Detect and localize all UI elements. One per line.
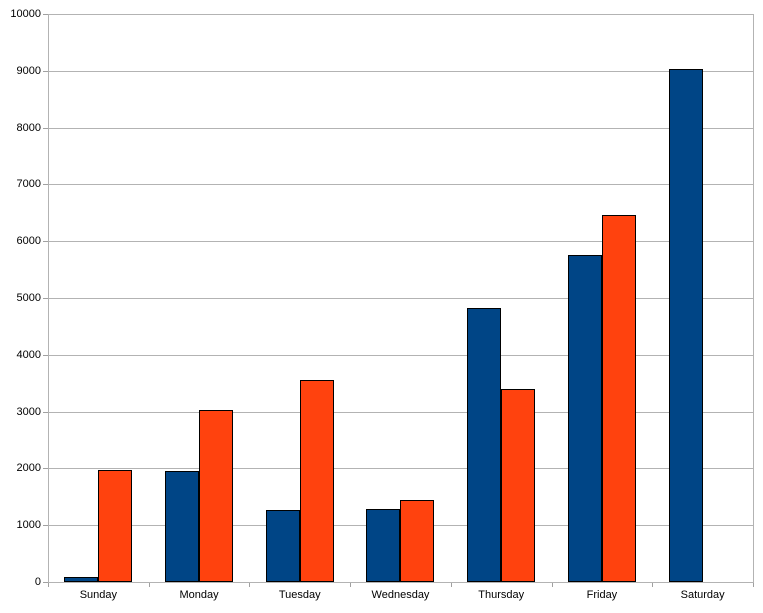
x-tick — [450, 583, 452, 587]
x-axis-label-friday: Friday — [586, 589, 618, 601]
y-axis-tick-label: 6000 — [16, 235, 41, 248]
x-axis-label-sunday: Sunday — [79, 589, 117, 601]
y-axis-tick-label: 4000 — [16, 348, 41, 361]
y-axis-tick-label: 7000 — [16, 178, 41, 191]
bar-monday-blue-series — [165, 471, 199, 582]
gridline-6000 — [48, 241, 753, 243]
y-tick-8000 — [43, 127, 48, 129]
x-tick — [148, 583, 150, 587]
y-tick-6000 — [43, 241, 48, 243]
y-tick-5000 — [43, 298, 48, 299]
y-axis-tick-label: 8000 — [16, 121, 41, 134]
bar-sunday-blue-series — [64, 577, 98, 582]
y-axis-tick-label: 1000 — [16, 519, 41, 532]
plot-right-border — [753, 14, 754, 582]
bar-monday-orange-series — [199, 410, 233, 582]
x-axis-line — [48, 582, 754, 583]
y-tick-1000 — [43, 525, 48, 527]
x-axis-label-monday: Monday — [179, 589, 219, 601]
gridline-9000 — [48, 70, 753, 72]
y-tick-3000 — [43, 411, 48, 413]
y-tick-2000 — [43, 468, 48, 470]
x-axis-label-tuesday: Tuesday — [278, 589, 321, 601]
y-axis-tick-label: 3000 — [16, 405, 41, 418]
bar-thursday-orange-series — [501, 389, 535, 582]
gridline-2000 — [48, 468, 753, 470]
bar-wednesday-blue-series — [366, 509, 400, 582]
y-tick-10000 — [43, 14, 48, 15]
x-tick — [350, 583, 352, 587]
x-tick — [48, 583, 49, 587]
x-axis-label-saturday: Saturday — [680, 589, 725, 601]
x-axis-label-thursday: Thursday — [478, 589, 525, 601]
y-axis-tick-label: 5000 — [16, 292, 41, 304]
plot-area — [48, 14, 753, 582]
gridline-7000 — [48, 184, 753, 186]
bar-saturday-blue-series — [669, 69, 703, 582]
y-tick-0 — [43, 582, 48, 583]
bar-sunday-orange-series — [98, 470, 132, 582]
y-tick-4000 — [43, 354, 48, 356]
gridline-8000 — [48, 127, 753, 129]
x-tick — [652, 583, 654, 587]
y-tick-7000 — [43, 184, 48, 186]
bar-friday-orange-series — [602, 215, 636, 582]
bar-friday-blue-series — [568, 255, 602, 582]
y-axis-line — [48, 14, 49, 582]
y-axis-tick-label: 0 — [34, 576, 41, 588]
x-tick — [753, 583, 754, 587]
y-axis-tick-label: 9000 — [16, 64, 41, 77]
y-axis-tick-label: 10000 — [10, 8, 41, 20]
x-tick — [249, 583, 251, 587]
gridline-4000 — [48, 354, 753, 356]
gridline-3000 — [48, 411, 753, 413]
bar-tuesday-blue-series — [266, 510, 300, 582]
x-axis-label-wednesday: Wednesday — [371, 589, 430, 601]
y-axis-tick-label: 2000 — [16, 462, 41, 475]
bar-wednesday-orange-series — [400, 500, 434, 582]
x-tick — [551, 583, 553, 587]
bar-thursday-blue-series — [467, 308, 501, 582]
gridline-10000 — [48, 14, 753, 15]
bar-tuesday-orange-series — [300, 380, 334, 582]
y-tick-9000 — [43, 70, 48, 72]
gridline-5000 — [48, 298, 753, 299]
